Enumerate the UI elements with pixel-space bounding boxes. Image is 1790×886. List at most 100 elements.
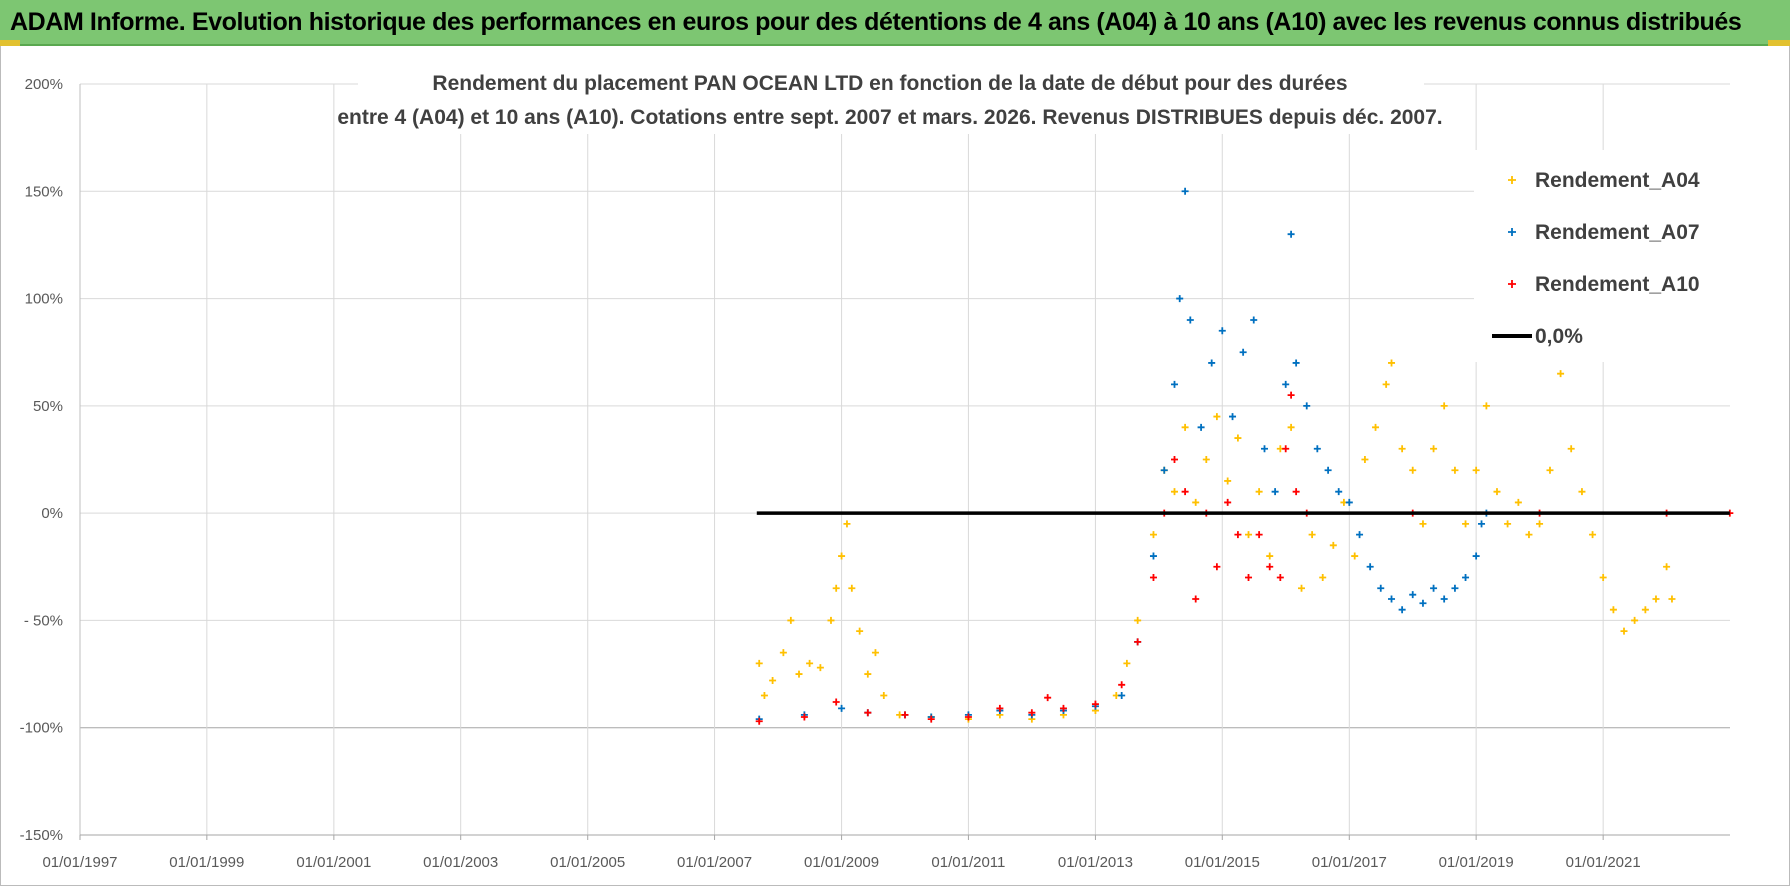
data-point-a04 [880, 692, 888, 700]
data-point-a07 [1324, 466, 1332, 474]
data-point-a04 [816, 664, 824, 672]
x-tick-label: 01/01/1999 [169, 854, 244, 871]
data-point-a07 [1186, 316, 1194, 324]
data-point-a04 [787, 616, 795, 624]
legend: Rendement_A04 Rendement_A07 Rendement_A10 0… [1474, 150, 1732, 362]
data-point-a04 [769, 677, 777, 685]
data-point-a04 [832, 584, 840, 592]
data-point-a10 [927, 715, 935, 723]
data-point-a04 [1202, 456, 1210, 463]
data-point-a10 [1118, 681, 1126, 689]
data-point-a07 [1398, 606, 1406, 614]
data-point-a04 [795, 670, 803, 678]
data-point-a04 [1652, 595, 1660, 603]
series-a04 [755, 359, 1676, 723]
y-tick-label: 150% [25, 183, 63, 200]
data-point-a04 [856, 627, 864, 635]
data-point-a07 [1176, 295, 1184, 303]
data-point-a04 [1213, 413, 1221, 421]
data-point-a07 [1208, 359, 1216, 367]
data-point-a04 [1557, 370, 1565, 378]
data-point-a10 [964, 713, 972, 721]
x-tick-label: 01/01/2021 [1566, 854, 1641, 871]
data-point-a04 [1419, 520, 1427, 528]
data-point-a10 [1266, 563, 1274, 571]
data-point-a04 [838, 552, 846, 560]
data-point-a04 [1482, 402, 1490, 410]
data-point-a07 [1171, 380, 1178, 388]
data-point-a04 [1472, 466, 1480, 474]
data-point-a10 [1224, 498, 1232, 506]
data-point-a10 [1234, 531, 1242, 539]
x-tick-label: 01/01/2013 [1058, 854, 1133, 871]
data-point-a07 [1292, 359, 1300, 367]
data-point-a10 [1059, 704, 1067, 712]
x-tick-label: 01/01/1997 [42, 854, 117, 871]
x-tick-label: 01/01/2017 [1312, 854, 1387, 871]
data-point-a07 [1430, 584, 1438, 592]
series-a07 [755, 187, 1490, 723]
data-point-a04 [1440, 402, 1448, 410]
data-point-a07 [1250, 316, 1258, 324]
data-point-a10 [1292, 488, 1300, 496]
data-point-a07 [1239, 348, 1247, 356]
y-tick-label: 200% [25, 76, 63, 93]
data-point-a04 [843, 520, 851, 528]
data-point-a07 [1229, 413, 1237, 421]
data-point-a04 [1329, 541, 1337, 549]
data-point-a04 [1631, 616, 1639, 624]
data-point-a10 [800, 713, 808, 721]
data-point-a04 [1462, 520, 1470, 528]
legend-label-a10: Rendement_A10 [1535, 273, 1700, 296]
data-point-a04 [1255, 488, 1263, 496]
x-tick-label: 01/01/2015 [1185, 854, 1260, 871]
data-point-a04 [1245, 531, 1253, 539]
data-point-a07 [1181, 187, 1189, 195]
data-point-a04 [1224, 477, 1232, 485]
data-point-a04 [1171, 488, 1178, 496]
data-point-a04 [1525, 531, 1533, 539]
data-point-a10 [1028, 709, 1036, 717]
data-point-a10 [1255, 531, 1263, 539]
x-tick-label: 01/01/2003 [423, 854, 498, 871]
data-point-a04 [1149, 531, 1157, 539]
y-tick-label: 0% [41, 505, 63, 522]
data-point-a10 [1245, 574, 1253, 582]
data-point-a04 [1504, 520, 1512, 528]
report-title: ADAM Informe. Evolution historique des p… [10, 8, 1742, 36]
data-point-a10 [1276, 574, 1284, 582]
data-point-a04 [1451, 466, 1459, 474]
data-point-a07 [1303, 402, 1311, 410]
data-point-a04 [1567, 445, 1575, 453]
y-axis-ticks: 200% 150% 100% 50% 0% - 50% -100% -150% [20, 76, 63, 844]
data-point-a10 [1044, 694, 1052, 702]
data-point-a07 [1472, 552, 1480, 560]
data-point-a07 [1356, 531, 1364, 539]
data-point-a04 [1620, 627, 1628, 635]
data-point-a07 [1335, 488, 1343, 496]
data-point-a04 [1361, 456, 1369, 463]
data-point-a04 [1493, 488, 1501, 496]
data-point-a10 [864, 709, 872, 717]
data-point-a10 [1192, 595, 1200, 603]
data-point-a10 [1287, 391, 1295, 399]
y-tick-label: -150% [20, 827, 63, 844]
y-tick-label: 100% [25, 291, 63, 308]
data-point-a07 [1388, 595, 1396, 603]
data-point-a04 [1192, 498, 1200, 506]
data-point-a07 [1451, 584, 1459, 592]
data-point-a04 [1409, 466, 1417, 474]
data-point-a04 [848, 584, 856, 592]
data-point-a04 [760, 692, 768, 700]
data-point-a04 [1287, 423, 1295, 431]
data-point-a10 [1134, 638, 1142, 646]
data-point-a07 [1440, 595, 1448, 603]
data-point-a04 [864, 670, 872, 678]
data-point-a04 [779, 649, 787, 657]
data-point-a04 [1398, 445, 1406, 453]
chart-title-line1: Rendement du placement PAN OCEAN LTD en … [432, 72, 1347, 95]
data-point-a07 [1118, 692, 1126, 700]
data-point-a10 [1149, 574, 1157, 582]
report-header: ADAM Informe. Evolution historique des p… [0, 0, 1790, 46]
x-tick-label: 01/01/2019 [1439, 854, 1514, 871]
